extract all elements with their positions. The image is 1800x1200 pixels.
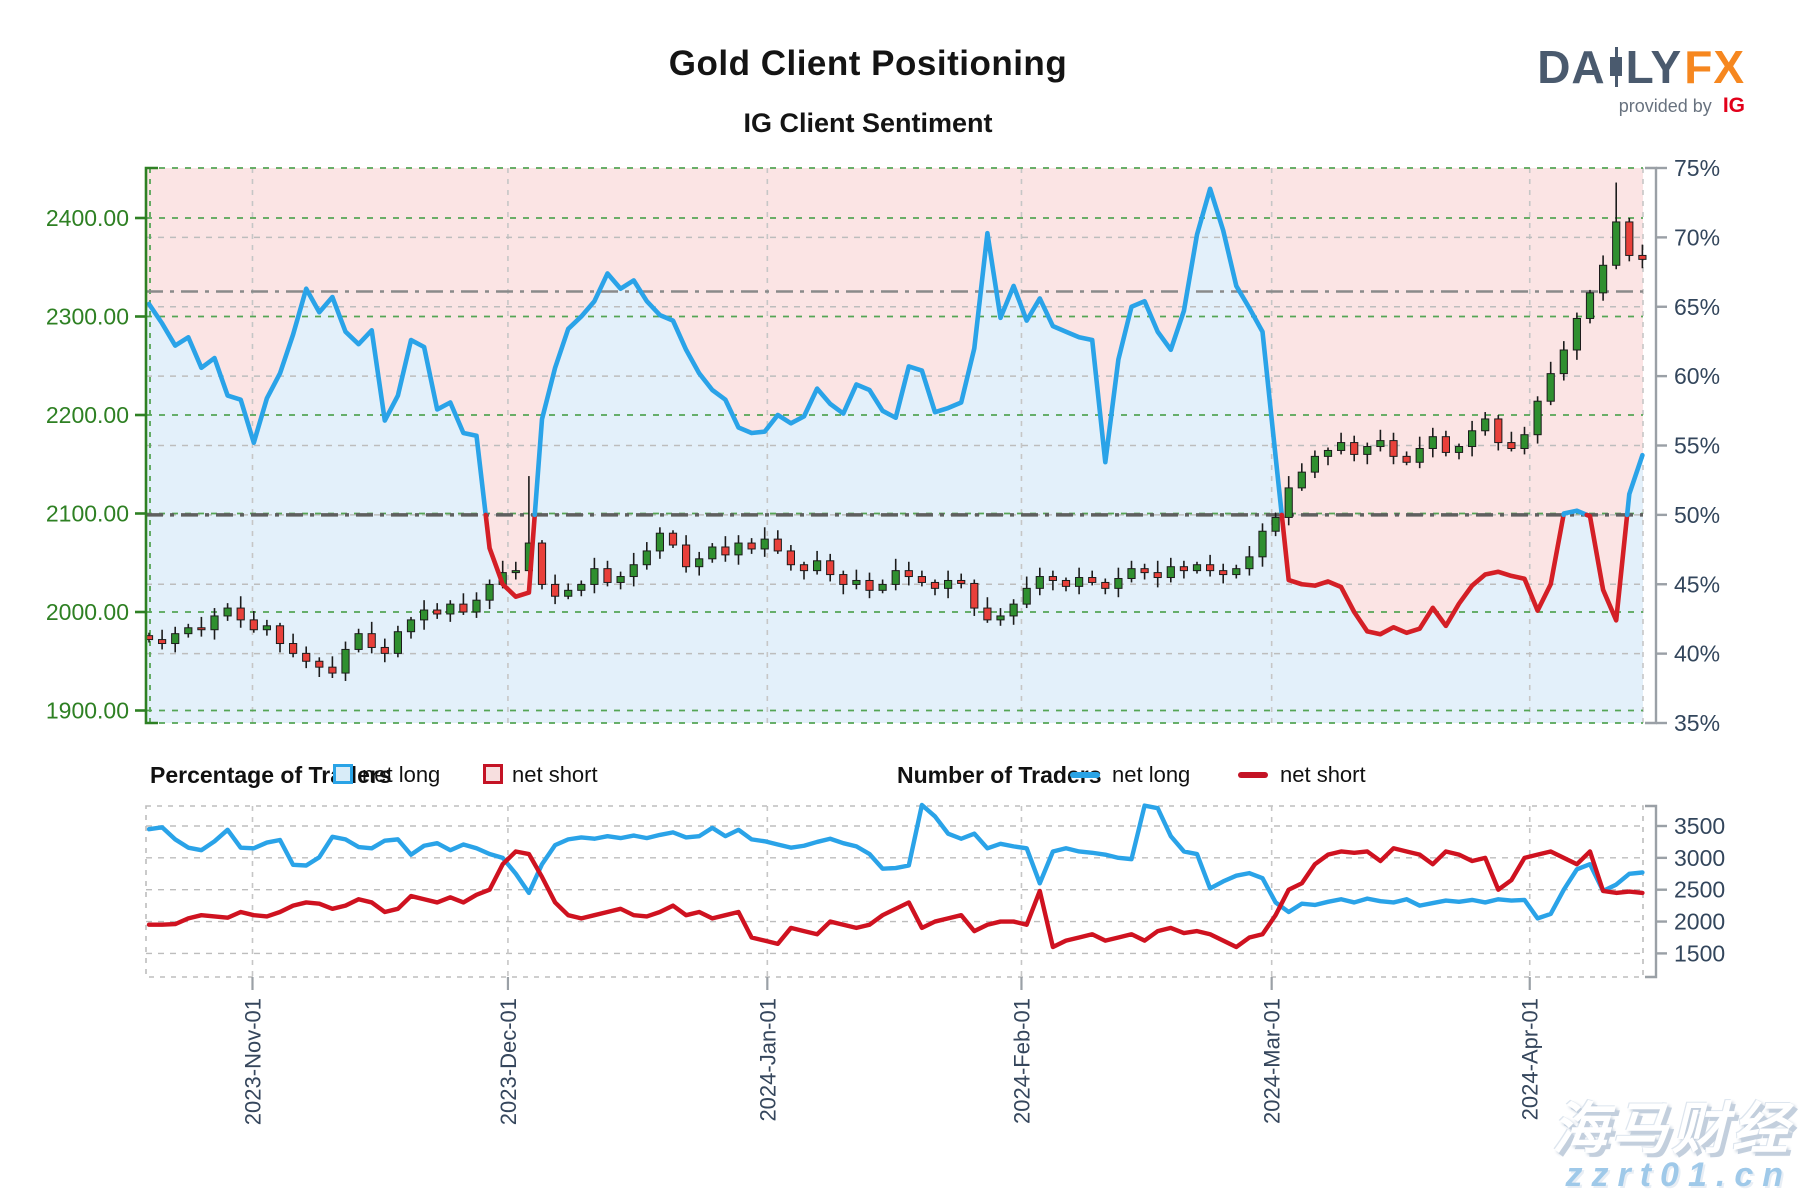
svg-text:70%: 70% xyxy=(1674,224,1720,250)
chart-legend: Percentage of Traders net long net short… xyxy=(0,760,1800,794)
trader-count-lines xyxy=(146,802,1645,950)
chart-subtitle: IG Client Sentiment xyxy=(743,108,993,138)
svg-text:2024-Feb-01: 2024-Feb-01 xyxy=(1009,998,1034,1124)
main-right-axis: 35% 40% 45% 50% 55% 60% 65% 70% 75% xyxy=(1645,155,1720,736)
legend-netlong-line-swatch xyxy=(1070,772,1100,778)
svg-text:2024-Mar-01: 2024-Mar-01 xyxy=(1260,998,1285,1124)
svg-text:35%: 35% xyxy=(1674,710,1720,736)
legend-netshort-line-label: net short xyxy=(1280,762,1366,787)
logo-ly-text: LY xyxy=(1625,41,1683,93)
svg-text:2400.00: 2400.00 xyxy=(46,205,129,231)
candlestick-icon xyxy=(1609,47,1622,87)
main-chart-fills xyxy=(146,168,1643,724)
svg-text:2100.00: 2100.00 xyxy=(46,501,129,527)
svg-text:3500: 3500 xyxy=(1674,813,1725,839)
watermark: 海马财经 zzrt01.cn xyxy=(1552,1096,1792,1195)
legend-netlong-label: net long xyxy=(362,762,441,787)
legend-number-title: Number of Traders xyxy=(897,762,1102,788)
svg-text:2023-Dec-01: 2023-Dec-01 xyxy=(496,998,521,1125)
bottom-right-axis: 1500 2000 2500 3000 3500 xyxy=(1645,804,1725,979)
legend-netlong-swatch xyxy=(333,764,353,784)
logo-da-text: DA xyxy=(1537,41,1606,93)
page-title: Gold Client Positioning xyxy=(668,44,1068,83)
svg-text:65%: 65% xyxy=(1674,294,1720,320)
watermark-line2: zzrt01.cn xyxy=(1565,1156,1792,1195)
svg-text:2023-Nov-01: 2023-Nov-01 xyxy=(240,998,265,1125)
provided-by-text: provided by xyxy=(1618,96,1712,116)
legend-percentage-title: Percentage of Traders xyxy=(150,762,392,788)
svg-text:50%: 50% xyxy=(1674,502,1720,528)
main-left-axis: 1900.00 2000.00 2100.00 2200.00 2300.00 2400.… xyxy=(46,166,158,725)
legend-netshort-swatch xyxy=(483,764,503,784)
svg-text:75%: 75% xyxy=(1674,155,1720,181)
main-chart-gridlines xyxy=(146,167,1644,724)
provided-by-line: provided by IG xyxy=(1537,94,1745,118)
legend-netshort-line-swatch xyxy=(1238,772,1268,778)
ig-logo: IG xyxy=(1722,94,1745,117)
svg-text:2024-Apr-01: 2024-Apr-01 xyxy=(1518,998,1543,1120)
watermark-line1: 海马财经 xyxy=(1552,1096,1792,1160)
svg-text:55%: 55% xyxy=(1674,433,1720,459)
svg-text:2300.00: 2300.00 xyxy=(46,304,129,330)
svg-text:2024-Jan-01: 2024-Jan-01 xyxy=(755,998,780,1122)
svg-text:60%: 60% xyxy=(1674,363,1720,389)
logo-fx-text: FX xyxy=(1684,41,1745,93)
dailyfx-logo-text: DA LY FX xyxy=(1537,44,1745,90)
x-axis-date-labels: 2023-Nov-01 2023-Dec-01 2024-Jan-01 2024-Fe… xyxy=(240,977,1543,1125)
svg-text:2500: 2500 xyxy=(1674,877,1725,903)
svg-text:45%: 45% xyxy=(1674,571,1720,597)
dailyfx-logo: DA LY FX provided by IG xyxy=(1537,44,1745,118)
bottom-chart-gridlines xyxy=(145,805,1644,978)
legend-netshort-label: net short xyxy=(512,762,598,787)
sentiment-line xyxy=(146,186,1645,637)
candlesticks xyxy=(144,182,1647,681)
svg-text:2000.00: 2000.00 xyxy=(46,599,129,625)
legend-netlong-line-label: net long xyxy=(1112,762,1191,787)
svg-text:40%: 40% xyxy=(1674,641,1720,667)
svg-text:3000: 3000 xyxy=(1674,845,1725,871)
svg-text:1500: 1500 xyxy=(1674,940,1725,966)
svg-text:2200.00: 2200.00 xyxy=(46,402,129,428)
svg-text:1900.00: 1900.00 xyxy=(46,698,129,724)
svg-text:2000: 2000 xyxy=(1674,909,1725,935)
